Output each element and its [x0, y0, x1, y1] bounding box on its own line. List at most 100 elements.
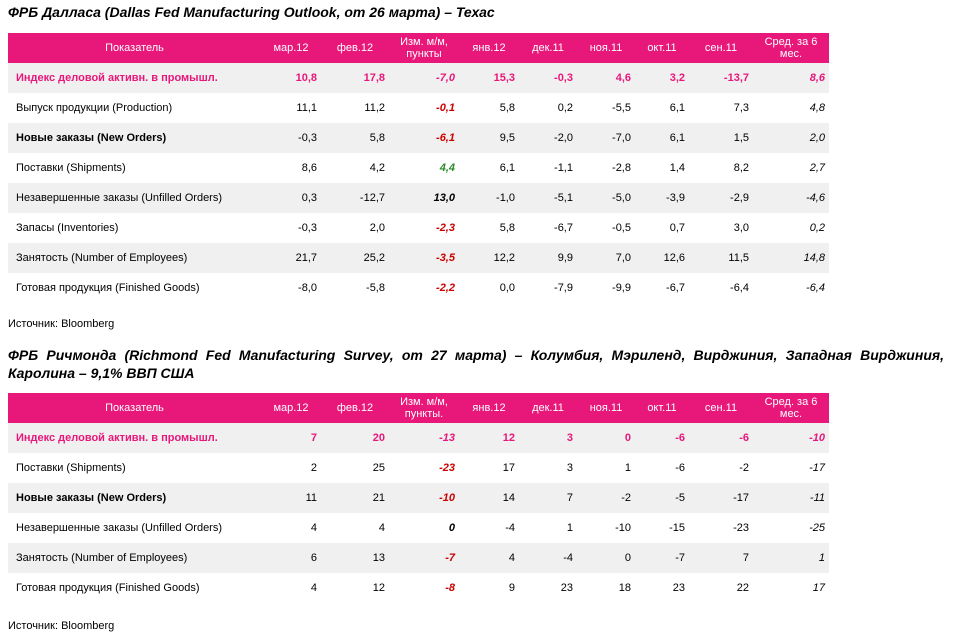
average-cell: 8,6 — [753, 63, 829, 93]
value-cell: 3 — [519, 453, 577, 483]
average-cell: -6,4 — [753, 273, 829, 303]
average-cell: -11 — [753, 483, 829, 513]
value-cell: 0 — [577, 543, 635, 573]
richmond-title: ФРБ Ричмонда (Richmond Fed Manufacturing… — [8, 347, 944, 381]
richmond-source: Источник: Bloomberg — [8, 620, 115, 632]
richmond-table: Показатель мар.12 фев.12 Изм. м/м, пункты. я… — [8, 393, 829, 603]
row-label: Индекс деловой активн. в промышл. — [8, 423, 261, 453]
value-cell: -4 — [459, 513, 519, 543]
value-cell: 21,7 — [261, 243, 321, 273]
column-header: дек.11 — [519, 393, 577, 423]
change-cell: -2,2 — [389, 273, 459, 303]
value-cell: -10 — [577, 513, 635, 543]
value-cell: 7,3 — [689, 93, 753, 123]
value-cell: 4,6 — [577, 63, 635, 93]
table-row: Незавершенные заказы (Unfilled Orders) 0,… — [8, 183, 829, 213]
value-cell: -1,0 — [459, 183, 519, 213]
column-header: ноя.11 — [577, 33, 635, 63]
value-cell: -1,1 — [519, 153, 577, 183]
column-header: янв.12 — [459, 33, 519, 63]
table-row: Новые заказы (New Orders) -0,3 5,8 -6,1 9,5-… — [8, 123, 829, 153]
row-label: Новые заказы (New Orders) — [8, 123, 261, 153]
average-cell: 17 — [753, 573, 829, 603]
value-cell: 8,2 — [689, 153, 753, 183]
value-cell: -4 — [519, 543, 577, 573]
value-cell: 7 — [261, 423, 321, 453]
value-cell: -2 — [577, 483, 635, 513]
table-row: Поставки (Shipments) 2 25 -23 17 3 1 -6 -2 -17 — [8, 453, 829, 483]
column-header: мар.12 — [261, 393, 321, 423]
table-row: Незавершенные заказы (Unfilled Orders) 4 4… — [8, 513, 829, 543]
change-cell: -7 — [389, 543, 459, 573]
dallas-title: ФРБ Далласа (Dallas Fed Manufacturing Ou… — [8, 4, 495, 20]
value-cell: 1 — [577, 453, 635, 483]
table-row: Занятость (Number of Employees) 6 13 -7 4 -4 0… — [8, 543, 829, 573]
value-cell: -13,7 — [689, 63, 753, 93]
value-cell: 11,2 — [321, 93, 389, 123]
value-cell: 11,1 — [261, 93, 321, 123]
column-header: Показатель — [8, 33, 261, 63]
value-cell: -8,0 — [261, 273, 321, 303]
value-cell: 4 — [321, 513, 389, 543]
value-cell: 1,5 — [689, 123, 753, 153]
value-cell: -6 — [635, 453, 689, 483]
value-cell: -7,0 — [577, 123, 635, 153]
table-row: Индекс деловой активн. в промышл. 10,8 17,… — [8, 63, 829, 93]
value-cell: 23 — [519, 573, 577, 603]
header-row: Показатель мар.12 фев.12 Изм. м/м, пункты. я… — [8, 393, 829, 423]
value-cell: 13 — [321, 543, 389, 573]
value-cell: 1,4 — [635, 153, 689, 183]
value-cell: 25 — [321, 453, 389, 483]
average-cell: 1 — [753, 543, 829, 573]
row-label: Выпуск продукции (Production) — [8, 93, 261, 123]
change-cell: -13 — [389, 423, 459, 453]
value-cell: -6 — [635, 423, 689, 453]
value-cell: 3,2 — [635, 63, 689, 93]
average-cell: -17 — [753, 453, 829, 483]
change-cell: 13,0 — [389, 183, 459, 213]
value-cell: 9,5 — [459, 123, 519, 153]
value-cell: -2,0 — [519, 123, 577, 153]
average-cell: 0,2 — [753, 213, 829, 243]
value-cell: 4 — [261, 573, 321, 603]
table-row: Готовая продукция (Finished Goods) -8,0 -5… — [8, 273, 829, 303]
value-cell: -2,9 — [689, 183, 753, 213]
value-cell: 8,6 — [261, 153, 321, 183]
column-header: ноя.11 — [577, 393, 635, 423]
value-cell: 15,3 — [459, 63, 519, 93]
change-cell: -7,0 — [389, 63, 459, 93]
row-label: Незавершенные заказы (Unfilled Orders) — [8, 183, 261, 213]
value-cell: 14 — [459, 483, 519, 513]
value-cell: 1 — [519, 513, 577, 543]
value-cell: 17 — [459, 453, 519, 483]
row-label: Занятость (Number of Employees) — [8, 543, 261, 573]
average-cell: -10 — [753, 423, 829, 453]
value-cell: -17 — [689, 483, 753, 513]
value-cell: 12 — [459, 423, 519, 453]
table-row: Индекс деловой активн. в промышл. 7 20 -13 1… — [8, 423, 829, 453]
column-header: фев.12 — [321, 33, 389, 63]
value-cell: 3,0 — [689, 213, 753, 243]
value-cell: 2,0 — [321, 213, 389, 243]
value-cell: 25,2 — [321, 243, 389, 273]
value-cell: 20 — [321, 423, 389, 453]
column-header: окт.11 — [635, 33, 689, 63]
value-cell: 7 — [689, 543, 753, 573]
average-cell: 14,8 — [753, 243, 829, 273]
value-cell: -7 — [635, 543, 689, 573]
value-cell: -6 — [689, 423, 753, 453]
value-cell: 7,0 — [577, 243, 635, 273]
value-cell: 2 — [261, 453, 321, 483]
column-header: Изм. м/м, пункты. — [389, 393, 459, 423]
row-label: Незавершенные заказы (Unfilled Orders) — [8, 513, 261, 543]
average-cell: -4,6 — [753, 183, 829, 213]
column-header: фев.12 — [321, 393, 389, 423]
value-cell: 0,7 — [635, 213, 689, 243]
value-cell: -0,3 — [519, 63, 577, 93]
average-cell: 2,0 — [753, 123, 829, 153]
table-row: Поставки (Shipments) 8,6 4,2 4,4 6,1 -1,1 -2,8… — [8, 153, 829, 183]
value-cell: 0 — [577, 423, 635, 453]
table-row: Запасы (Inventories) -0,3 2,0 -2,3 5,8 -6,7 -0… — [8, 213, 829, 243]
value-cell: 3 — [519, 423, 577, 453]
change-cell: 4,4 — [389, 153, 459, 183]
